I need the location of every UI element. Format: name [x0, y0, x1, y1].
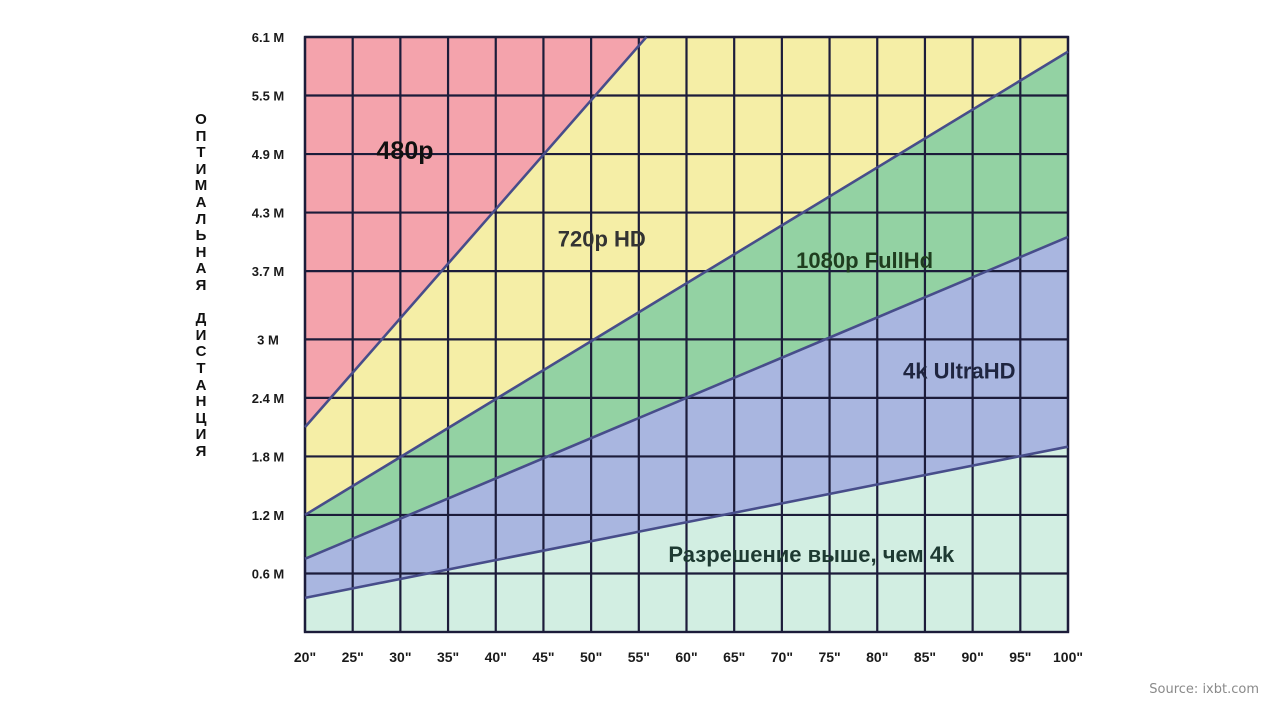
y-tick-label: 1.2 M [252, 508, 285, 523]
boundaries-layer [304, 36, 1069, 600]
x-tick-label: 35" [437, 649, 459, 665]
y-axis-label-letter: А [195, 193, 207, 211]
region-label: 720p HD [558, 227, 646, 252]
x-tick-label: 45" [532, 649, 554, 665]
x-tick-label: 20" [294, 649, 316, 665]
y-axis-label-letter: Т [196, 359, 206, 377]
region-label: 1080p FullHd [796, 248, 933, 273]
y-axis-label-letter: Н [195, 243, 207, 261]
grid-layer [303, 35, 1070, 634]
y-axis-label-letter: Я [195, 442, 207, 460]
boundary-line-b4k [304, 445, 1069, 600]
y-axis-label-letter: И [195, 160, 207, 178]
y-tick-label: 0.6 M [252, 566, 285, 581]
labels-layer: 480p 720p HD 1080p FullHd 4k UltraHD Разреше… [377, 137, 1016, 567]
y-axis-label-letter: М [194, 177, 208, 195]
boundary-line-b480 [304, 36, 648, 429]
boundary-line-b720 [304, 50, 1069, 517]
x-tick-label: 50" [580, 649, 602, 665]
boundary-line-b1080 [304, 235, 1069, 561]
y-axis-label-letter: Л [195, 210, 207, 228]
y-tick-label: 1.8 M [252, 449, 285, 464]
y-axis-label-letter: Ц [195, 409, 207, 427]
y-axis-label-letter: Н [195, 393, 207, 411]
region-label: Разрешение выше, чем 4k [668, 542, 955, 567]
x-tick-label: 40" [485, 649, 507, 665]
region-label: 480p [377, 137, 434, 165]
x-tick-label: 75" [818, 649, 840, 665]
x-tick-label: 100" [1053, 649, 1083, 665]
region-label: 4k UltraHD [903, 358, 1015, 383]
x-tick-label: 85" [914, 649, 936, 665]
x-tick-label: 60" [675, 649, 697, 665]
x-tick-label: 65" [723, 649, 745, 665]
y-tick-label: 4.3 M [252, 206, 285, 221]
plot-frame [303, 35, 1070, 634]
y-axis-label-letter: И [195, 326, 207, 344]
y-axis-label-letter: Т [196, 144, 206, 162]
y-tick-label: 6.1 M [252, 30, 285, 45]
x-tick-label: 70" [771, 649, 793, 665]
y-tick-label: 5.5 M [252, 89, 285, 104]
y-axis-label-letter: О [195, 111, 207, 128]
y-axis-label-letter: Д [195, 310, 207, 328]
x-tick-label: 25" [342, 649, 364, 665]
x-tick-label: 95" [1009, 649, 1031, 665]
ticks-layer: 20" 25" 30" 35" 40" 45" 50" 55" 60" 65" 70" 75" 80" 8… [252, 30, 1083, 665]
x-tick-label: 90" [962, 649, 984, 665]
x-tick-label: 30" [389, 649, 411, 665]
y-axis-label-letter: П [195, 127, 207, 145]
y-axis-label-letter: Ь [195, 227, 207, 245]
y-axis-label-letter: А [195, 376, 207, 394]
y-tick-label: 2.4 M [252, 391, 285, 406]
y-axis-label-letter: С [195, 343, 207, 361]
x-tick-label: 55" [628, 649, 650, 665]
y-tick-label: 3.7 M [252, 264, 285, 279]
y-axis-label-letter: И [195, 426, 207, 444]
y-tick-label: 3 M [257, 332, 279, 347]
y-axis-label-letter [199, 295, 203, 312]
y-tick-label: 4.9 M [252, 147, 285, 162]
source-credit: Source: ixbt.com [1149, 682, 1259, 697]
y-axis-label-letter: А [195, 260, 207, 278]
x-tick-label: 80" [866, 649, 888, 665]
y-axis-label-letter: Я [195, 276, 207, 294]
